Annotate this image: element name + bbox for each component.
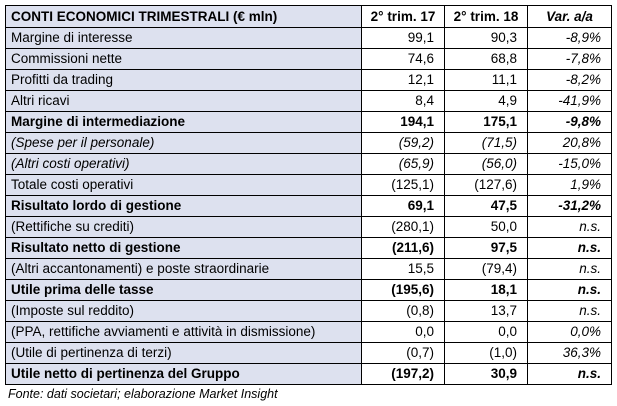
row-q2-17: (0,7) [361, 342, 445, 364]
row-var: n.s. [527, 237, 612, 259]
table-row-total: Utile netto di pertinenza del Gruppo (19… [5, 363, 612, 385]
row-q2-18: (1,0) [444, 342, 528, 364]
row-q2-17: 0,0 [361, 321, 445, 343]
row-label: Altri ricavi [5, 90, 362, 112]
row-label: (Rettifiche su crediti) [5, 216, 362, 238]
row-var: -7,8% [527, 48, 612, 70]
row-q2-17: (125,1) [361, 174, 445, 196]
row-q2-17: 12,1 [361, 69, 445, 91]
row-q2-17: 15,5 [361, 258, 445, 280]
table-row: Altri ricavi 8,4 4,9 -41,9% [5, 90, 612, 112]
income-statement-table: CONTI ECONOMICI TRIMESTRALI (€ mln) 2° t… [5, 5, 612, 385]
row-var: -31,2% [527, 195, 612, 217]
row-q2-17: (0,8) [361, 300, 445, 322]
row-q2-18: 97,5 [444, 237, 528, 259]
table-header-row: CONTI ECONOMICI TRIMESTRALI (€ mln) 2° t… [5, 5, 612, 28]
table-row: (PPA, rettifiche avviamenti e attività i… [5, 321, 612, 343]
row-q2-17: 74,6 [361, 48, 445, 70]
row-var: 0,0% [527, 321, 612, 343]
row-q2-18: (127,6) [444, 174, 528, 196]
table-row-subtotal: Utile prima delle tasse (195,6) 18,1 n.s… [5, 279, 612, 301]
table-row: (Rettifiche su crediti) (280,1) 50,0 n.s… [5, 216, 612, 238]
row-label: (Imposte sul reddito) [5, 300, 362, 322]
row-label: Margine di intermediazione [5, 111, 362, 133]
table-row-subtotal: Margine di intermediazione 194,1 175,1 -… [5, 111, 612, 133]
row-label: (Altri accantonamenti) e poste straordin… [5, 258, 362, 280]
table-row: (Altri costi operativi) (65,9) (56,0) -1… [5, 153, 612, 175]
header-q2-18: 2° trim. 18 [444, 5, 528, 28]
row-var: 36,3% [527, 342, 612, 364]
table-row: Margine di interesse 99,1 90,3 -8,9% [5, 27, 612, 49]
table-row: Commissioni nette 74,6 68,8 -7,8% [5, 48, 612, 70]
table-row-subtotal: Risultato netto di gestione (211,6) 97,5… [5, 237, 612, 259]
row-var: -9,8% [527, 111, 612, 133]
row-q2-18: (56,0) [444, 153, 528, 175]
row-label: Totale costi operativi [5, 174, 362, 196]
row-label: (Spese per il personale) [5, 132, 362, 154]
row-q2-17: 8,4 [361, 90, 445, 112]
row-label: (Altri costi operativi) [5, 153, 362, 175]
row-var: n.s. [527, 258, 612, 280]
row-var: n.s. [527, 300, 612, 322]
row-var: -15,0% [527, 153, 612, 175]
row-q2-18: (71,5) [444, 132, 528, 154]
table-row: Totale costi operativi (125,1) (127,6) 1… [5, 174, 612, 196]
table-row: (Imposte sul reddito) (0,8) 13,7 n.s. [5, 300, 612, 322]
row-q2-17: (197,2) [361, 363, 445, 385]
row-label: Risultato lordo di gestione [5, 195, 362, 217]
row-var: 20,8% [527, 132, 612, 154]
row-q2-18: 47,5 [444, 195, 528, 217]
row-q2-17: 69,1 [361, 195, 445, 217]
row-var: n.s. [527, 216, 612, 238]
table-row: Profitti da trading 12,1 11,1 -8,2% [5, 69, 612, 91]
row-label: (PPA, rettifiche avviamenti e attività i… [5, 321, 362, 343]
row-q2-17: (195,6) [361, 279, 445, 301]
row-q2-17: 99,1 [361, 27, 445, 49]
table-row-subtotal: Risultato lordo di gestione 69,1 47,5 -3… [5, 195, 612, 217]
row-var: n.s. [527, 363, 612, 385]
row-q2-18: 13,7 [444, 300, 528, 322]
row-q2-17: (59,2) [361, 132, 445, 154]
row-q2-18: 90,3 [444, 27, 528, 49]
row-q2-17: (280,1) [361, 216, 445, 238]
row-label: Risultato netto di gestione [5, 237, 362, 259]
row-q2-17: (65,9) [361, 153, 445, 175]
row-var: -41,9% [527, 90, 612, 112]
row-var: n.s. [527, 279, 612, 301]
row-q2-18: 11,1 [444, 69, 528, 91]
table-row: (Spese per il personale) (59,2) (71,5) 2… [5, 132, 612, 154]
row-q2-18: 175,1 [444, 111, 528, 133]
row-var: 1,9% [527, 174, 612, 196]
row-label: Commissioni nette [5, 48, 362, 70]
row-label: Profitti da trading [5, 69, 362, 91]
row-q2-18: 50,0 [444, 216, 528, 238]
header-q2-17: 2° trim. 17 [361, 5, 445, 28]
row-q2-18: 30,9 [444, 363, 528, 385]
row-q2-17: (211,6) [361, 237, 445, 259]
table-row: (Utile di pertinenza di terzi) (0,7) (1,… [5, 342, 612, 364]
row-label: Margine di interesse [5, 27, 362, 49]
row-q2-18: 68,8 [444, 48, 528, 70]
row-label: Utile netto di pertinenza del Gruppo [5, 363, 362, 385]
row-q2-18: (79,4) [444, 258, 528, 280]
row-label: (Utile di pertinenza di terzi) [5, 342, 362, 364]
row-label: Utile prima delle tasse [5, 279, 362, 301]
row-q2-18: 4,9 [444, 90, 528, 112]
row-q2-17: 194,1 [361, 111, 445, 133]
row-var: -8,2% [527, 69, 612, 91]
table-row: (Altri accantonamenti) e poste straordin… [5, 258, 612, 280]
header-var: Var. a/a [527, 5, 612, 28]
row-q2-18: 0,0 [444, 321, 528, 343]
header-label: CONTI ECONOMICI TRIMESTRALI (€ mln) [5, 5, 362, 28]
source-note: Fonte: dati societari; elaborazione Mark… [8, 387, 278, 401]
row-q2-18: 18,1 [444, 279, 528, 301]
row-var: -8,9% [527, 27, 612, 49]
